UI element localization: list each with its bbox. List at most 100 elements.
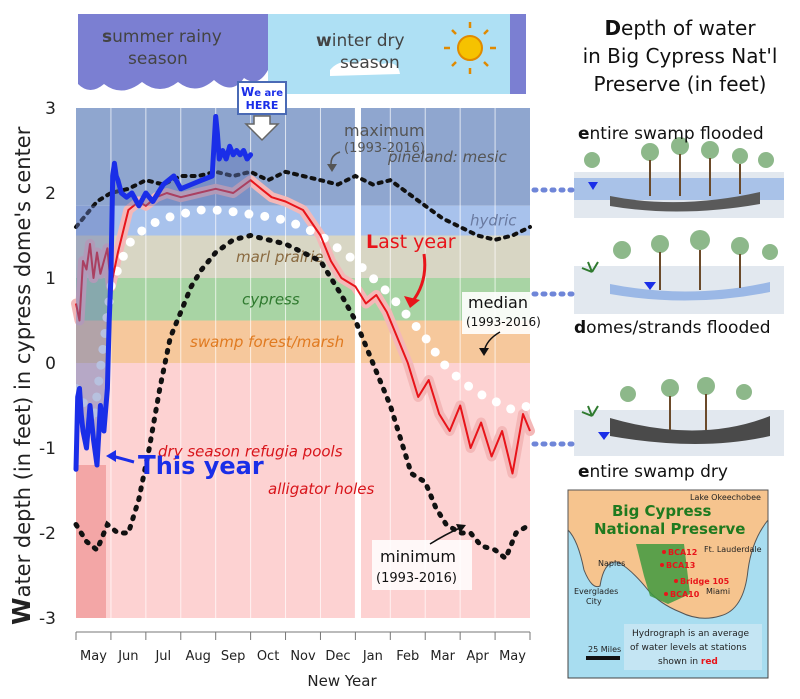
map-miami: Miami — [706, 587, 730, 596]
domes-flooded-illustration — [574, 230, 784, 314]
this-year-line — [73, 114, 254, 472]
map-scale-label: 25 Miles — [588, 645, 621, 654]
we-are-first-letter: W — [241, 85, 254, 99]
x-tick-label-11: Apr — [466, 649, 489, 664]
winter-label: inter dry — [332, 31, 405, 51]
domes-caption-text: omes/strands flooded — [586, 318, 771, 338]
x-axis-label: New Year — [307, 672, 377, 690]
y-axis-label: ater depth (in feet) in cypress dome's c… — [11, 126, 35, 597]
zone-label-1: hydric — [470, 212, 517, 230]
y-tick-label-0: 3 — [45, 99, 56, 119]
this-year-fill — [76, 116, 251, 470]
preserve-area — [636, 544, 690, 604]
zone-3 — [76, 278, 530, 321]
y-tick-label-1: 2 — [45, 184, 56, 204]
swamp-flooded-illustration — [574, 137, 784, 218]
minimum-annotation: minimum (1993-2016) — [372, 524, 472, 590]
svg-text:This year: This year — [138, 451, 264, 481]
maximum-annotation: maximum (1993-2016) — [327, 121, 425, 172]
side-title-first: D — [604, 16, 622, 40]
station-bridge-105: Bridge 105 — [680, 577, 730, 586]
minimum-pointer — [429, 527, 461, 545]
zone-4 — [76, 320, 530, 363]
summer-label: ummer rainy — [112, 27, 222, 47]
map-naples: Naples — [598, 559, 625, 568]
last-year-pointer — [410, 253, 427, 303]
summer-cloud-shape — [78, 14, 268, 91]
x-tick-label-1: Jun — [117, 649, 138, 664]
map-lake-label: Lake Okeechobee — [690, 493, 761, 502]
median-annotation: median (1993-2016) — [462, 292, 541, 356]
x-tick-label-2: Jul — [154, 649, 171, 664]
svg-text:Water depth (in feet) in cypre: Water depth (in feet) in cypress dome's … — [7, 126, 36, 625]
x-tick-label-0: May — [80, 649, 107, 664]
map-everglades: Everglades — [574, 587, 618, 596]
domes-caption-first: d — [574, 318, 587, 338]
minimum-label: minimum — [380, 547, 456, 566]
zone-label-3: cypress — [242, 290, 300, 308]
last-year-label: ast year — [378, 231, 456, 253]
domes-caption: domes/strands flooded — [574, 318, 770, 338]
minimum-period: (1993-2016) — [376, 571, 457, 586]
median-label: median — [468, 293, 528, 312]
last-year-line — [75, 179, 531, 475]
svg-text:winter dry: winter dry — [316, 31, 405, 51]
we-are-here-callout: We are HERE — [237, 81, 287, 142]
winter-cloud — [330, 59, 400, 76]
y-tick-label-4: -1 — [39, 439, 56, 459]
y-tick-label-2: 1 — [45, 269, 56, 289]
winter-first-letter: w — [316, 31, 332, 51]
side-title-line1: epth of water — [621, 16, 756, 40]
winter-edge-band — [510, 14, 526, 94]
swamp-dry-illustration — [574, 377, 784, 456]
side-title-line2: in Big Cypress Nat'l — [582, 44, 778, 68]
flooded-caption: entire swamp flooded — [578, 124, 764, 144]
x-tick-label-8: Jan — [362, 649, 383, 664]
y-axis-ticks: 3 2 1 0 -1 -2 -3 — [39, 99, 56, 629]
x-tick-label-3: Aug — [186, 649, 211, 664]
y-tick-label-5: -2 — [39, 524, 56, 544]
flooded-caption-first: e — [578, 124, 590, 144]
season-header: summer rainy season winter dry season — [78, 14, 526, 94]
side-title-line3: Preserve (in feet) — [593, 72, 767, 96]
last-year-first-letter: L — [366, 231, 378, 253]
station-bca10: BCA10 — [670, 590, 700, 599]
this-year-label: his year — [156, 452, 264, 480]
winter-label-line2: season — [340, 53, 400, 73]
svg-text:Last year: Last year — [366, 231, 456, 253]
side-title: Depth of water in Big Cypress Nat'l Pres… — [560, 14, 800, 98]
map-title-line1: Big Cypress — [612, 502, 712, 520]
this-year-annotation: This year — [106, 450, 264, 481]
winter-season-panel — [268, 14, 526, 94]
flooded-caption-text: ntire swamp flooded — [589, 124, 764, 144]
zone-0 — [76, 108, 530, 206]
summer-label-line2: season — [128, 49, 188, 69]
y-tick-label-6: -3 — [39, 609, 56, 629]
x-tick-label-6: Nov — [290, 649, 316, 664]
map-note-line2: of water levels at stations — [630, 643, 747, 653]
preserve-map: Big Cypress National Preserve Lake Okeec… — [567, 489, 769, 679]
maximum-line — [74, 169, 532, 242]
x-tick-label-5: Oct — [257, 649, 279, 664]
sun-icon — [444, 22, 496, 74]
x-tick-label-12: May — [499, 649, 526, 664]
series-lines — [71, 114, 535, 563]
x-tick-label-9: Feb — [396, 649, 419, 664]
svg-text:We are: We are — [241, 85, 283, 99]
we-are-here-arrow — [244, 115, 280, 142]
x-axis-ticks: May Jun Jul Aug Sep Oct Nov Dec Jan Feb Mar Apr May — [75, 632, 531, 664]
alligator-holes-label: alligator holes — [268, 480, 374, 498]
zone-label-2: marl prairie — [236, 248, 324, 266]
map-city: City — [586, 597, 602, 606]
station-bca13: BCA13 — [666, 561, 695, 570]
maximum-period: (1993-2016) — [344, 141, 425, 156]
we-are-label: e are — [254, 88, 283, 99]
y-tick-label-3: 0 — [45, 354, 56, 374]
zone-label-0: pineland: mesic — [387, 148, 507, 166]
dry-caption: entire swamp dry — [578, 462, 728, 482]
here-label: HERE — [246, 99, 279, 112]
station-bca12: BCA12 — [668, 548, 697, 557]
map-note-line3: shown in — [658, 657, 701, 667]
this-year-first-letter: T — [138, 451, 156, 481]
x-tick-label-7: Dec — [325, 649, 350, 664]
